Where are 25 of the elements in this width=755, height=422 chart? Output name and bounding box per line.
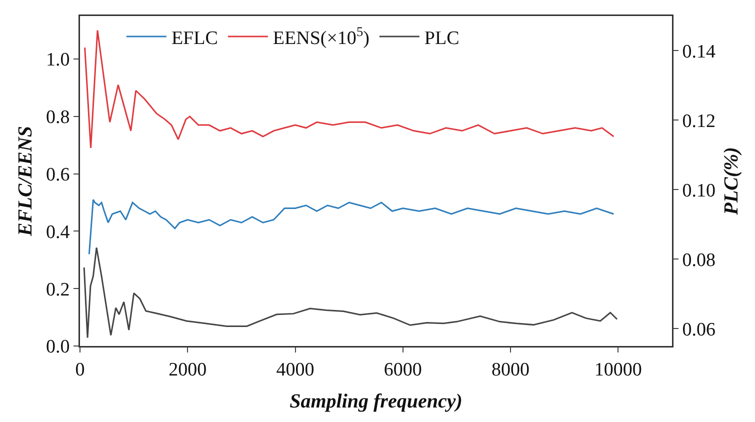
x-tick-label: 2000 bbox=[168, 359, 207, 380]
y2-tick-label: 0.14 bbox=[682, 41, 716, 62]
y2-axis-title: PLC(%) bbox=[720, 147, 742, 216]
y-tick-label: 0.6 bbox=[46, 164, 70, 186]
y-tick-label: 0.0 bbox=[46, 336, 70, 358]
line-series bbox=[88, 198, 614, 255]
y2-tick-label: 0.12 bbox=[682, 110, 716, 132]
legend-label: EENS(×10$^{5}$) bbox=[272, 24, 370, 49]
legend-label: PLC bbox=[424, 28, 460, 49]
y2-tick-label: 0.08 bbox=[682, 250, 716, 271]
y-axis-title: EFLC/EENS bbox=[14, 126, 37, 238]
legend-label: EFLC bbox=[171, 28, 218, 49]
y-tick-label: 1.0 bbox=[46, 50, 70, 71]
x-tick-label: 10000 bbox=[594, 359, 642, 380]
x-tick-label: 4000 bbox=[276, 359, 314, 380]
line-series bbox=[83, 246, 618, 338]
x-axis-title: Sampling frequency) bbox=[290, 390, 462, 413]
y2-tick-label: 0.10 bbox=[682, 180, 716, 202]
y-tick-label: 0.4 bbox=[46, 222, 70, 243]
x-tick-label: 8000 bbox=[492, 359, 530, 380]
x-tick-label: 6000 bbox=[384, 359, 422, 380]
y-tick-label: 0.8 bbox=[46, 107, 70, 128]
x-tick-label: 0 bbox=[75, 359, 85, 380]
y2-tick-label: 0.06 bbox=[682, 319, 716, 340]
y-tick-label: 0.2 bbox=[46, 279, 70, 300]
